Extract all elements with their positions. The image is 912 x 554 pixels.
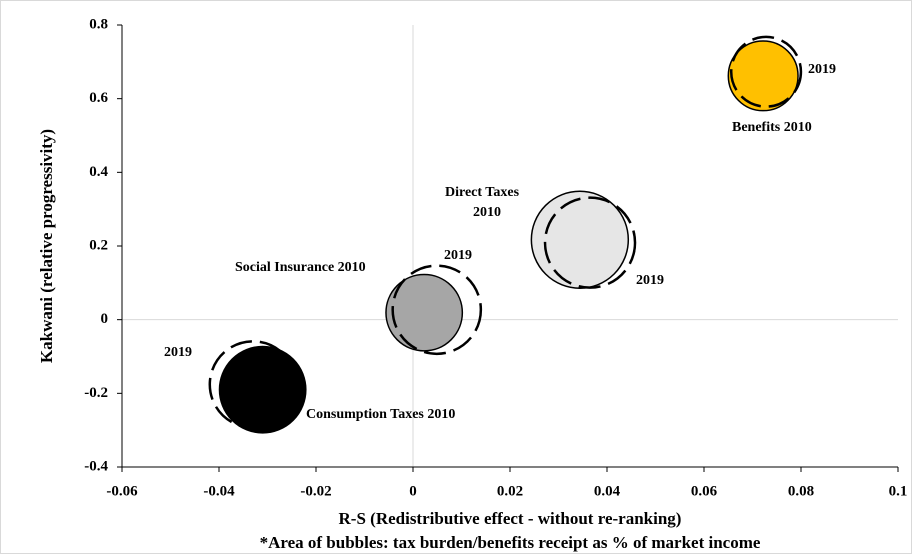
y-axis-label: Kakwani (relative progressivity): [37, 129, 56, 363]
bubble: [729, 35, 803, 108]
x-tick-label: -0.06: [106, 483, 138, 499]
bubble: [385, 273, 464, 352]
y-tick-label: 0.8: [89, 16, 108, 32]
x-tick-label: 0: [409, 483, 417, 499]
y-tick-label: 0.2: [89, 237, 108, 253]
bubble: [727, 40, 799, 112]
y-tick-label: 0.6: [89, 90, 108, 106]
bubble: [530, 190, 630, 289]
annotation: 2019: [444, 248, 472, 263]
x-tick-label: 0.04: [594, 483, 621, 499]
x-axis-label: R-S (Redistributive effect - without re-…: [339, 509, 682, 528]
annotation: Benefits 2010: [732, 120, 812, 135]
y-tick-label: -0.2: [84, 385, 108, 401]
bubble: [391, 264, 483, 356]
bubble: [218, 345, 307, 434]
annotation: Consumption Taxes 2010: [306, 407, 455, 422]
annotation: 2019: [808, 62, 836, 77]
x-tick-label: 0.02: [497, 483, 523, 499]
annotation: 2019: [636, 273, 664, 288]
annotation: 2010: [473, 205, 501, 220]
y-tick-label: 0.4: [89, 164, 108, 180]
x-tick-label: 0.08: [788, 483, 814, 499]
x-tick-label: 0.06: [691, 483, 718, 499]
x-tick-label: -0.02: [300, 483, 331, 499]
annotation: Direct Taxes: [445, 185, 520, 200]
annotation: 2019: [164, 345, 192, 360]
annotation: Social Insurance 2010: [235, 260, 366, 275]
bubble: [208, 340, 298, 429]
footnote: *Area of bubbles: tax burden/benefits re…: [260, 533, 761, 552]
bubble: [543, 196, 637, 289]
x-tick-label: -0.04: [203, 483, 235, 499]
y-tick-label: 0: [101, 311, 109, 327]
x-tick-label: 0.1: [889, 483, 908, 499]
y-tick-label: -0.4: [84, 458, 108, 474]
